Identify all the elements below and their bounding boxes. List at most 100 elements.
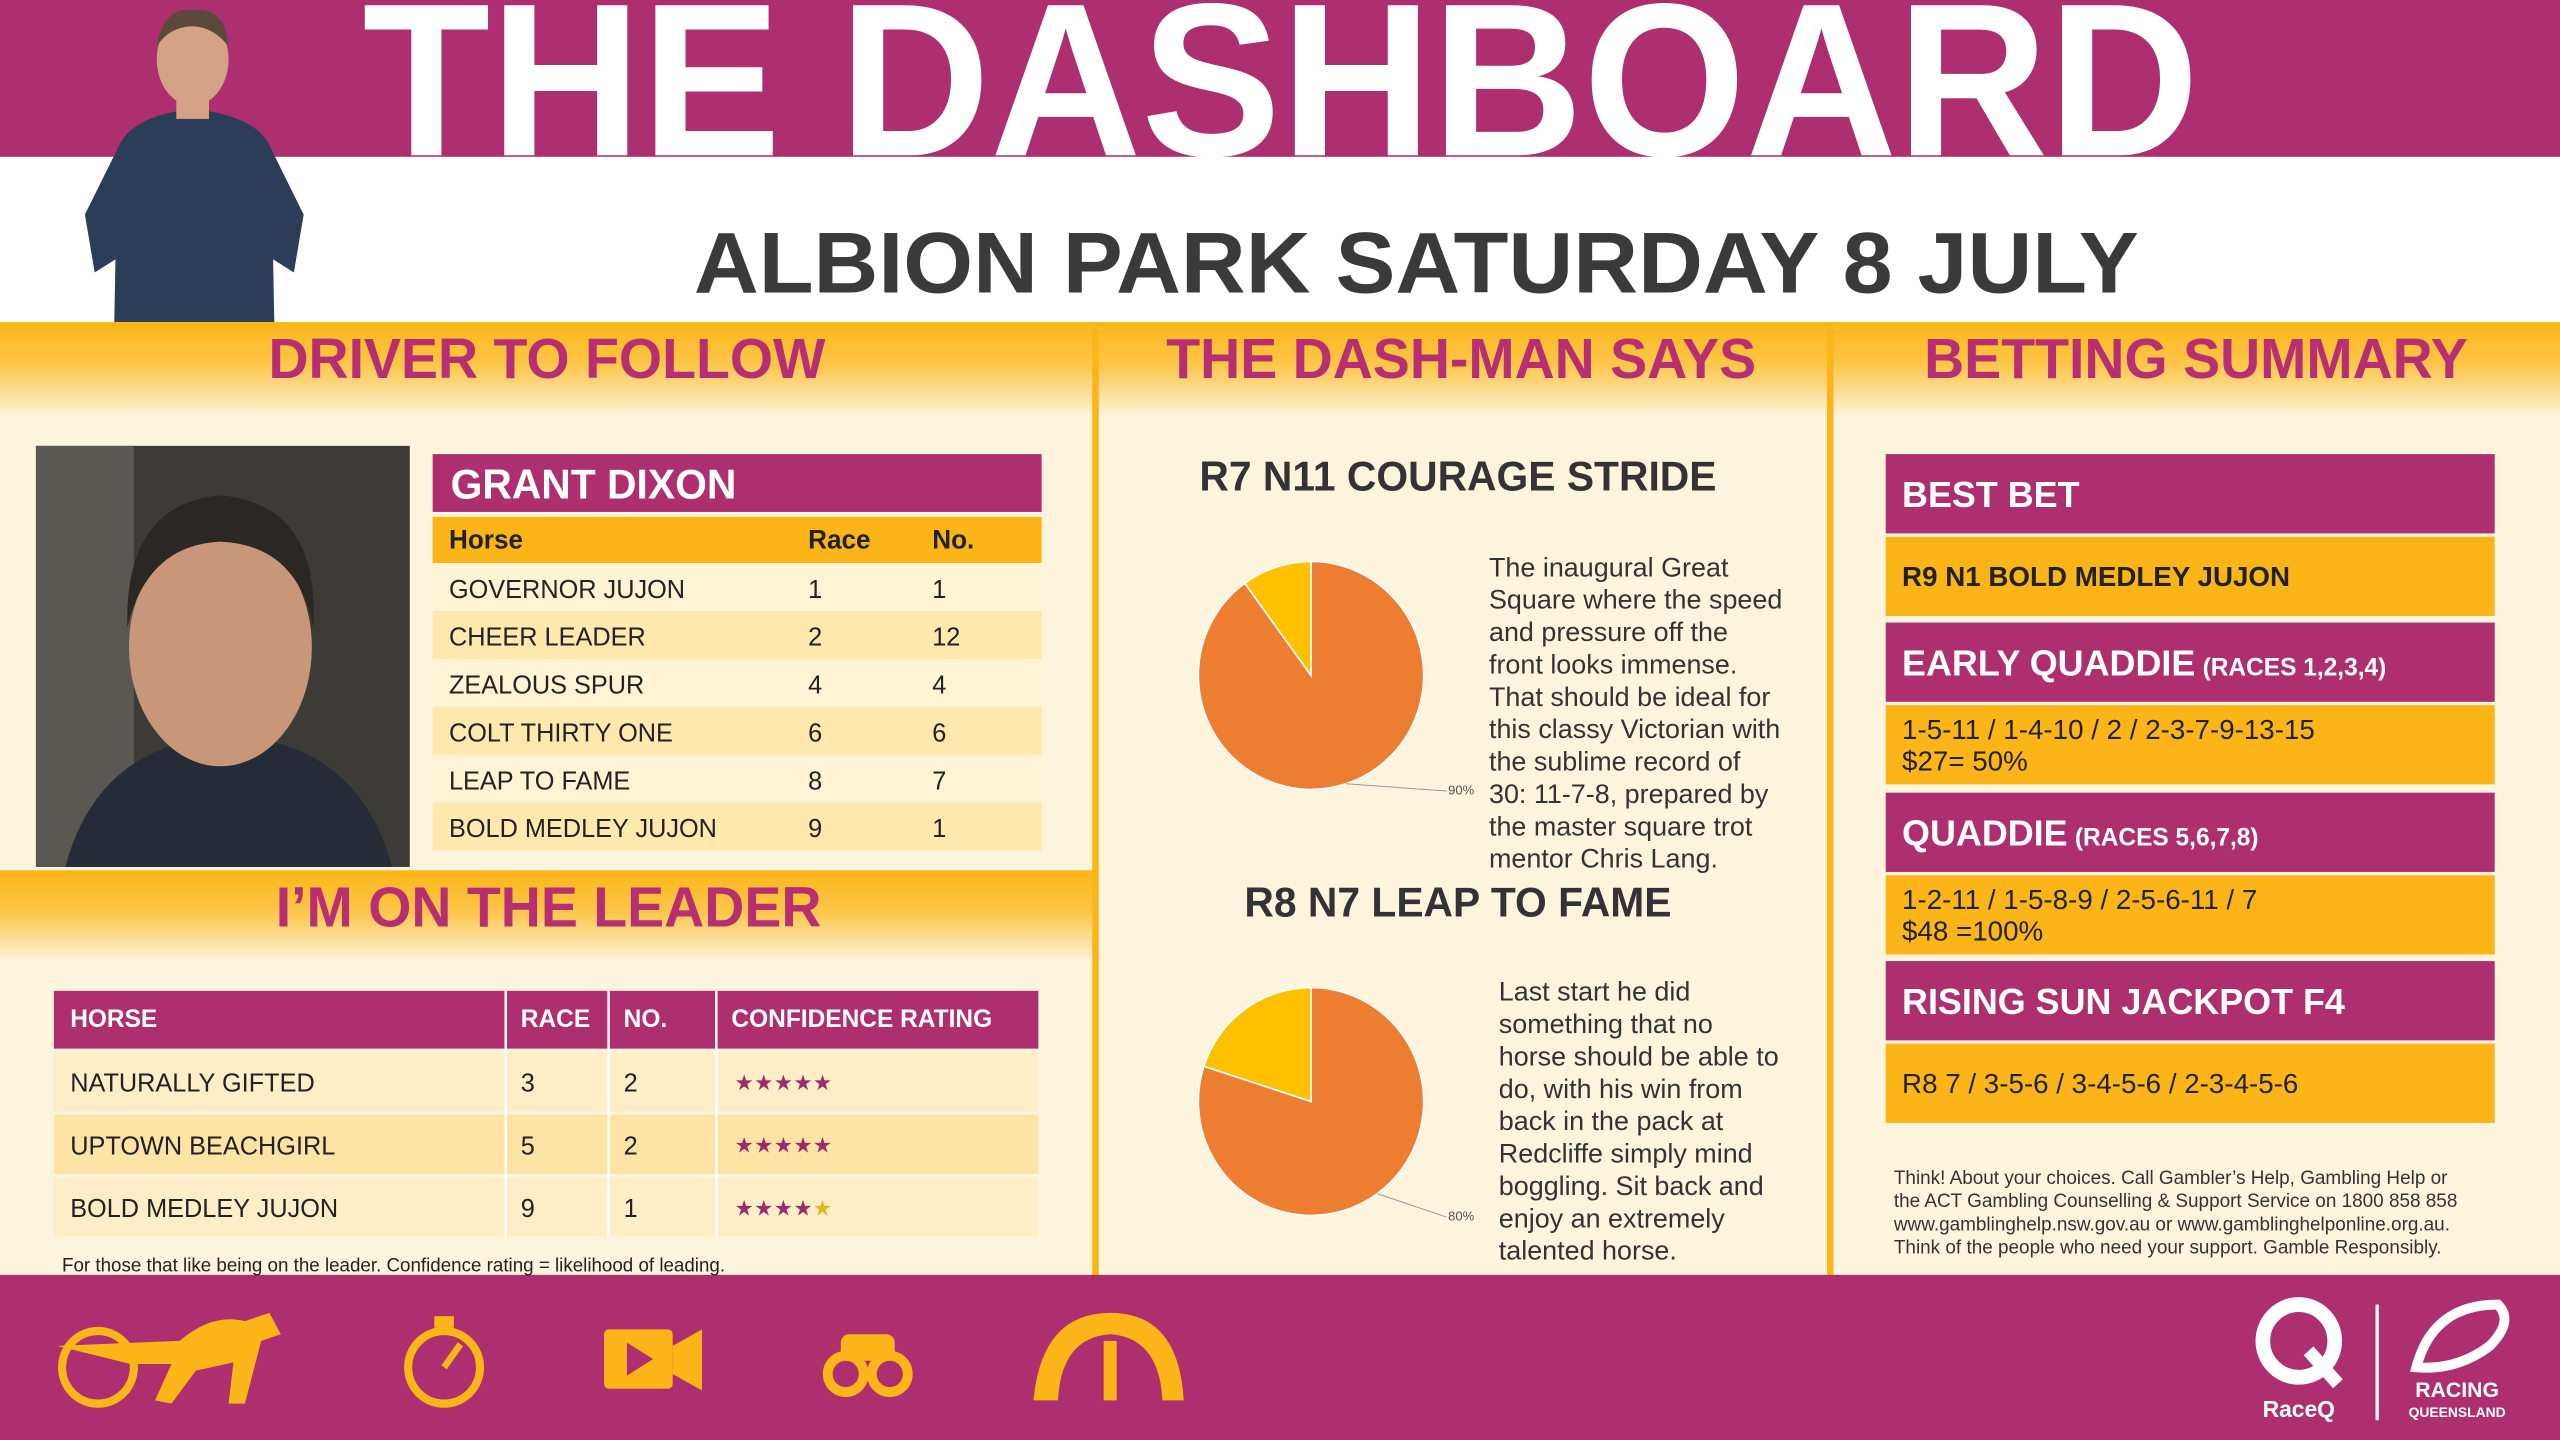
pie-slice xyxy=(1202,986,1312,1103)
table-cell: GOVERNOR JUJON xyxy=(449,576,685,604)
tip-text: the sublime record of xyxy=(1489,745,1741,776)
table-cell: 1 xyxy=(932,576,946,604)
bet-detail: 1-5-11 / 1-4-10 / 2 / 2-3-7-9-13-15 xyxy=(1902,714,2315,745)
tip-title: R8 N7 LEAP TO FAME xyxy=(1244,879,1671,925)
bet-note: (RACES 5,6,7,8) xyxy=(2075,824,2259,851)
star: ★ xyxy=(735,1134,754,1158)
bet-note: (RACES 1,2,3,4) xyxy=(2203,654,2387,681)
table-row-bg xyxy=(53,1114,1039,1175)
table-cell: 4 xyxy=(808,671,822,699)
leader-band xyxy=(0,870,1094,963)
leader-line xyxy=(1377,1193,1447,1218)
table-row-bg xyxy=(432,658,1042,707)
star: ★ xyxy=(793,1134,812,1158)
divider xyxy=(1092,322,1099,1277)
star: ★ xyxy=(793,1196,812,1220)
table-cell: 1 xyxy=(624,1195,638,1223)
table-row-bg xyxy=(432,802,1042,851)
table-row-bg xyxy=(53,1177,1039,1237)
table-row-bg xyxy=(432,706,1042,755)
divider xyxy=(1826,322,1834,1277)
logo-text: RaceQ xyxy=(2263,1396,2335,1422)
bet-detail: R9 N1 BOLD MEDLEY JUJON xyxy=(1902,561,2290,592)
table-cell: UPTOWN BEACHGIRL xyxy=(70,1132,335,1160)
section-heading: I’M ON THE LEADER xyxy=(276,875,822,938)
bet-detail: R8 7 / 3-5-6 / 3-4-5-6 / 2-3-4-5-6 xyxy=(1902,1068,2298,1099)
tip-title: R7 N11 COURAGE STRIDE xyxy=(1199,453,1716,499)
title: THE DASHBOARD xyxy=(362,0,2199,201)
icons xyxy=(57,1312,1184,1408)
leader-line xyxy=(1345,783,1447,792)
tip-text: The inaugural Great xyxy=(1489,551,1729,582)
table-cell: COLT THIRTY ONE xyxy=(449,719,673,747)
star: ★ xyxy=(813,1134,832,1158)
bet-detail-bg xyxy=(1885,536,2495,616)
footnote: For those that like being on the leader.… xyxy=(62,1255,725,1276)
table-cell: 3 xyxy=(521,1069,535,1097)
star: ★ xyxy=(774,1134,793,1158)
table-title-bg xyxy=(432,454,1042,512)
bet-title-text: BEST BET xyxy=(1902,474,2080,515)
header-band xyxy=(0,322,2560,418)
tip-text: mentor Chris Lang. xyxy=(1489,842,1718,873)
disclaimer: Think of the people who need your suppor… xyxy=(1894,1237,2442,1258)
table-row-bg xyxy=(53,1051,1039,1112)
top-band xyxy=(0,0,2560,157)
star: ★ xyxy=(813,1196,832,1220)
table-cell: 6 xyxy=(808,719,822,747)
section-heading: BETTING SUMMARY xyxy=(1924,327,2468,390)
tip-text: the master square trot xyxy=(1489,810,1753,841)
pie-label: 90% xyxy=(1448,782,1474,797)
column-header: Race xyxy=(808,524,870,554)
tip-text: do, with his win from xyxy=(1499,1073,1743,1104)
bet-title-text: QUADDIE xyxy=(1902,812,2068,853)
table-cell: 1 xyxy=(808,576,822,604)
star: ★ xyxy=(735,1196,754,1220)
pie-slice xyxy=(1243,560,1312,678)
column-header: CONFIDENCE RATING xyxy=(731,1006,992,1033)
table-cell: 2 xyxy=(624,1069,638,1097)
tip-text: back in the pack at xyxy=(1499,1105,1724,1136)
star: ★ xyxy=(754,1196,773,1220)
pie-slice xyxy=(1197,560,1425,791)
table-cell: 4 xyxy=(932,671,946,699)
table-cell: ZEALOUS SPUR xyxy=(449,671,644,699)
table-cell: 2 xyxy=(808,624,822,652)
driver-name: GRANT DIXON xyxy=(451,462,737,508)
tip-text: something that no xyxy=(1499,1008,1713,1039)
tip-text: enjoy an extremely xyxy=(1499,1202,1725,1233)
table-cell: NATURALLY GIFTED xyxy=(70,1069,315,1097)
star: ★ xyxy=(774,1196,793,1220)
column-header: No. xyxy=(932,524,974,554)
pie-label: 80% xyxy=(1448,1208,1474,1223)
tip-text: Redcliffe simply mind xyxy=(1499,1137,1753,1168)
section-heading: THE DASH-MAN SAYS xyxy=(1166,327,1756,390)
bet-detail: 1-2-11 / 1-5-8-9 / 2-5-6-11 / 7 xyxy=(1902,884,2257,915)
bet-title: BEST BET xyxy=(1902,474,2080,515)
tip-text: 30: 11-7-8, prepared by xyxy=(1489,778,1769,809)
table-cell: LEAP TO FAME xyxy=(449,767,630,795)
table-row-bg xyxy=(432,611,1042,659)
bet-detail-bg xyxy=(1885,1043,2495,1123)
presenter xyxy=(84,9,304,323)
logo-text: QUEENSLAND xyxy=(2409,1404,2506,1420)
bet-title: RISING SUN JACKPOT F4 xyxy=(1902,981,2345,1022)
star: ★ xyxy=(754,1071,773,1095)
tip-text: Square where the speed xyxy=(1489,584,1782,615)
table-cell: 9 xyxy=(521,1195,535,1223)
disclaimer: Think! About your choices. Call Gambler’… xyxy=(1894,1168,2448,1189)
star: ★ xyxy=(793,1071,812,1095)
star: ★ xyxy=(813,1071,832,1095)
table-cell: 5 xyxy=(521,1132,535,1160)
logos xyxy=(2255,1297,2510,1421)
table-cell: 2 xyxy=(624,1132,638,1160)
star: ★ xyxy=(774,1071,793,1095)
bet-detail-bg xyxy=(1885,875,2495,955)
bet-header-bg xyxy=(1885,454,2495,534)
bet-title-text: RISING SUN JACKPOT F4 xyxy=(1902,981,2345,1022)
disclaimer: the ACT Gambling Counselling & Support S… xyxy=(1894,1191,2457,1212)
bet-detail: $27= 50% xyxy=(1902,745,2028,776)
bet-title: EARLY QUADDIE (RACES 1,2,3,4) xyxy=(1902,642,2386,683)
table-header-bg xyxy=(53,990,1039,1049)
